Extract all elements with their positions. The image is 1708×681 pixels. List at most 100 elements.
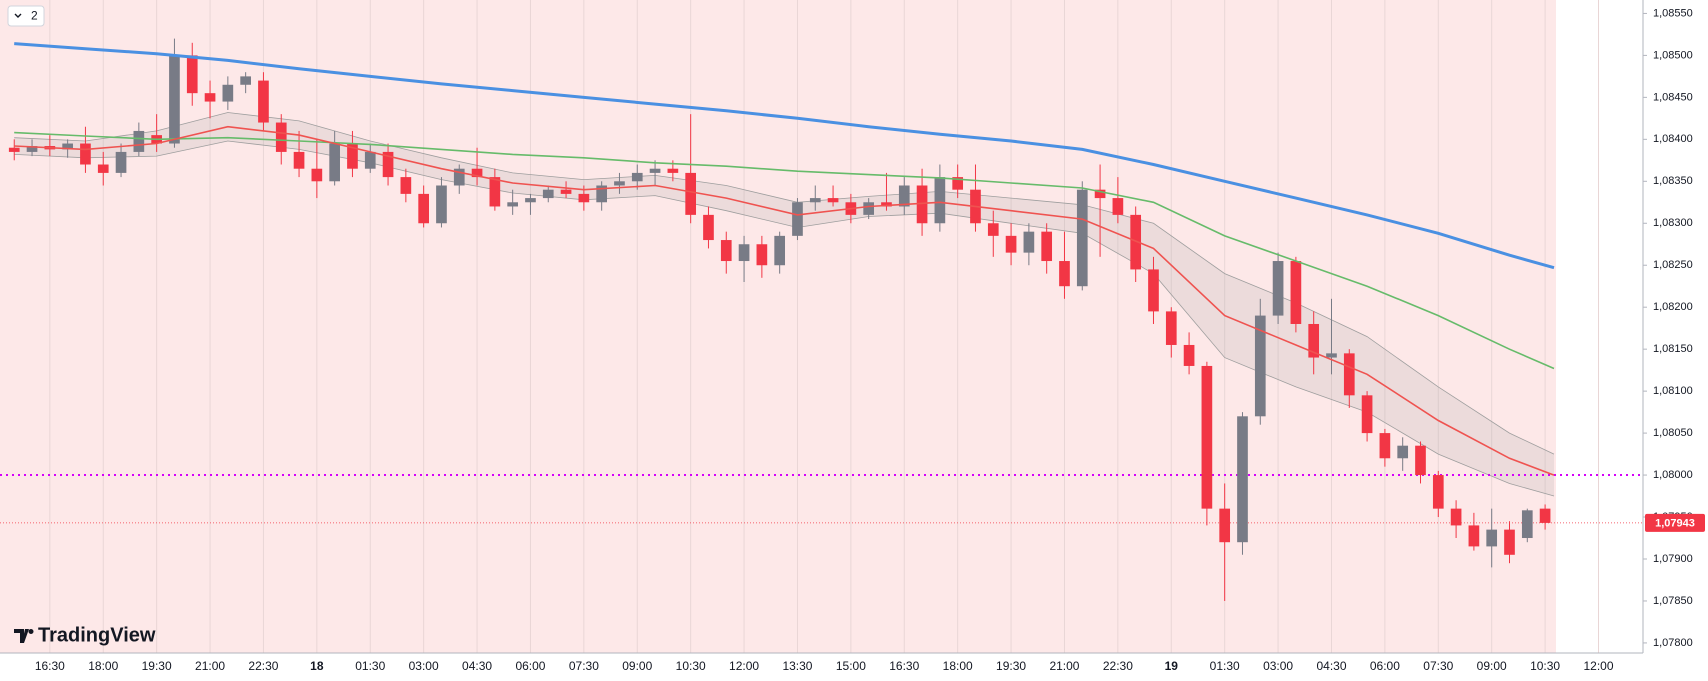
candle-body <box>489 177 501 207</box>
y-tick-label: 1,08250 <box>1653 259 1693 271</box>
candle-body <box>809 198 821 203</box>
band-area <box>14 112 1555 496</box>
candle-body <box>347 143 358 169</box>
candle-body <box>667 168 679 173</box>
x-tick-label: 10:30 <box>676 659 706 673</box>
candle-body <box>1254 315 1266 417</box>
candle-body <box>204 93 216 102</box>
candle-body <box>169 55 180 144</box>
candle-body <box>329 143 340 182</box>
x-tick-label: 19 <box>1165 659 1179 673</box>
candle-body <box>1023 231 1035 253</box>
y-tick-label: 1,07850 <box>1653 595 1693 607</box>
candle-body <box>1521 510 1533 539</box>
candle-body <box>987 223 999 236</box>
candle-body <box>1343 353 1355 396</box>
candle-body <box>311 168 323 182</box>
candle-body <box>1094 189 1106 199</box>
x-tick-label: 19:30 <box>142 659 172 673</box>
candle-body <box>614 181 625 186</box>
x-tick-label: 18:00 <box>88 659 118 673</box>
candle-body <box>1539 508 1551 523</box>
candle-body <box>1486 529 1498 547</box>
candle-body <box>1432 475 1444 509</box>
candle-body <box>115 151 127 173</box>
candle-body <box>1379 433 1391 459</box>
x-tick-label: 13:30 <box>782 659 812 673</box>
x-tick-label: 03:00 <box>409 659 439 673</box>
candle-body <box>649 168 661 173</box>
y-tick-label: 1,08000 <box>1653 469 1693 481</box>
y-tick-label: 1,08050 <box>1653 427 1693 439</box>
x-tick-label: 04:30 <box>1316 659 1346 673</box>
x-tick-label: 07:30 <box>569 659 599 673</box>
y-tick-label: 1,08400 <box>1653 133 1693 145</box>
y-tick-label: 1,07800 <box>1653 637 1693 649</box>
candle-body <box>1361 395 1373 434</box>
candle-body <box>1237 416 1248 543</box>
moving-average-line <box>14 125 1555 476</box>
x-tick-label: 18 <box>310 659 324 673</box>
badge[interactable]: 2 <box>7 5 45 27</box>
x-tick-label: 21:00 <box>1049 659 1079 673</box>
candle-body <box>596 185 608 203</box>
candle-body <box>1183 344 1195 366</box>
plot-area <box>0 38 1643 601</box>
candle-body <box>578 193 590 203</box>
candle-body <box>133 130 145 152</box>
y-tick-label: 1,08500 <box>1653 49 1693 61</box>
candle-body <box>738 244 750 262</box>
candle-body <box>275 122 287 152</box>
x-tick-label: 18:00 <box>943 659 973 673</box>
y-tick-label: 1,08350 <box>1653 175 1693 187</box>
last-price-tag <box>1645 513 1705 532</box>
x-tick-label: 09:00 <box>622 659 652 673</box>
candle-body <box>934 177 946 224</box>
candle-body <box>916 185 928 224</box>
candle-body <box>863 202 875 215</box>
candle-body <box>436 185 447 224</box>
badge-box[interactable] <box>7 5 45 27</box>
x-tick-label: 22:30 <box>248 659 278 673</box>
x-tick-label: 12:00 <box>729 659 759 673</box>
x-tick-label: 04:30 <box>462 659 492 673</box>
x-tick-label: 06:00 <box>1370 659 1400 673</box>
candle-body <box>1201 365 1213 509</box>
candle-body <box>258 80 269 123</box>
candle-body <box>1148 269 1159 312</box>
y-tick-label: 1,08550 <box>1653 7 1693 19</box>
y-tick-label: 1,08100 <box>1653 385 1693 397</box>
candle-body <box>186 55 198 94</box>
logo: TradingView <box>14 624 156 646</box>
candle-body <box>222 84 234 102</box>
candle-body <box>418 193 429 224</box>
candle-body <box>952 177 964 190</box>
candle-body <box>525 198 536 203</box>
x-tick-label: 12:00 <box>1583 659 1613 673</box>
badge-count: 2 <box>31 9 38 23</box>
candle-body <box>471 168 483 178</box>
candle-body <box>97 164 109 173</box>
candle-body <box>1041 231 1053 262</box>
candle-body <box>400 177 412 194</box>
candle-body <box>1450 508 1462 526</box>
candle-body <box>792 202 803 236</box>
candle-body <box>1397 445 1409 459</box>
candle-body <box>1130 214 1142 270</box>
x-tick-label: 01:30 <box>355 659 385 673</box>
candle-body <box>827 198 839 203</box>
candle-body <box>631 172 643 182</box>
x-tick-label: 07:30 <box>1423 659 1453 673</box>
candle-body <box>1165 311 1177 345</box>
x-tick-label: 22:30 <box>1103 659 1133 673</box>
candle-body <box>1076 189 1088 287</box>
candle-body <box>720 240 732 262</box>
last-price-label: 1,07943 <box>1655 517 1695 529</box>
y-tick-label: 1,07900 <box>1653 553 1693 565</box>
logo-mark <box>14 629 34 643</box>
candle-body <box>898 185 910 207</box>
x-tick-label: 19:30 <box>996 659 1026 673</box>
y-tick-label: 1,08200 <box>1653 301 1693 313</box>
candle-body <box>881 202 892 207</box>
